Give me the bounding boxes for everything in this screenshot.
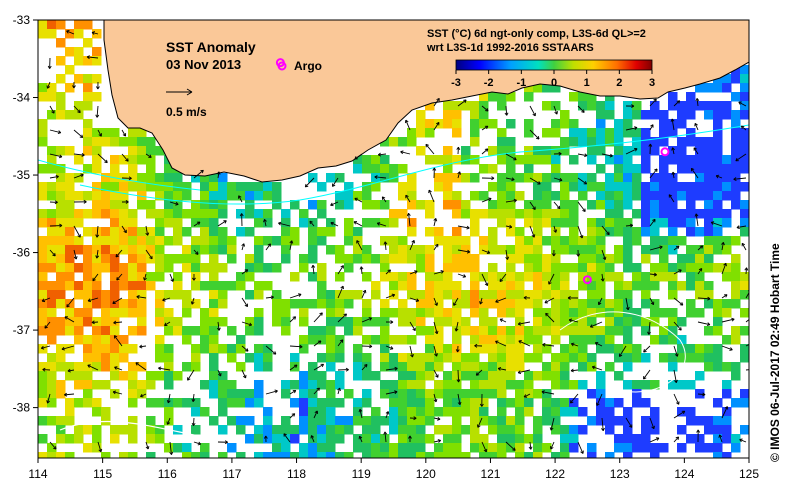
lat-tick-label: -34	[13, 91, 31, 105]
map-date: 03 Nov 2013	[166, 57, 241, 72]
colorbar-tick-label: -2	[484, 77, 494, 89]
lon-tick-label: 125	[739, 467, 759, 481]
lon-tick-label: 114	[28, 467, 47, 481]
lon-tick-label: 116	[158, 467, 177, 481]
colorbar-tick-label: 2	[616, 77, 622, 89]
colorbar-tick-label: -3	[451, 77, 461, 89]
lat-tick-label: -38	[13, 401, 31, 415]
lat-tick-label: -37	[13, 323, 31, 337]
map-title: SST Anomaly	[166, 39, 256, 55]
lat-tick-label: -36	[13, 246, 31, 260]
lon-tick-label: 121	[480, 467, 500, 481]
lat-tick-label: -33	[13, 13, 31, 27]
lon-tick-label: 120	[416, 467, 436, 481]
lon-tick-label: 119	[352, 467, 371, 481]
colorbar-tick-label: -1	[516, 77, 526, 89]
lon-tick-label: 118	[287, 467, 306, 481]
velocity-vectors	[40, 30, 749, 455]
lon-tick-label: 124	[674, 467, 694, 481]
colorbar	[455, 59, 653, 71]
colorbar-ticks: -3 -2 -1 0 1 2 3	[451, 70, 655, 89]
colorbar-tick-label: 1	[584, 77, 590, 89]
product-line-1: SST (°C) 6d ngt-only comp, L3S-6d QL>=2	[427, 28, 646, 40]
product-line-2: wrt L3S-1d 1992-2016 SSTAARS	[426, 42, 594, 54]
lon-tick-label: 117	[222, 467, 241, 481]
lon-tick-label: 123	[610, 467, 630, 481]
argo-float-marker	[660, 147, 670, 157]
lat-tick-label: -35	[13, 168, 31, 182]
argo-legend: Argo	[277, 59, 322, 73]
colorbar-tick-label: 3	[649, 77, 655, 89]
argo-legend-icon	[277, 61, 287, 71]
argo-float-marker	[582, 275, 592, 285]
lon-tick-label: 122	[545, 467, 565, 481]
credit-text: © IMOS 06-Jul-2017 02:49 Hobart Time	[768, 243, 782, 462]
longitude-axis: 114 115 116 117 118 119 120 121 122 123 124 125	[28, 458, 759, 481]
argo-legend-label: Argo	[294, 59, 322, 73]
sst-anomaly-field	[38, 20, 749, 458]
lon-tick-label: 115	[93, 467, 112, 481]
colorbar-tick-label: 0	[551, 77, 557, 89]
current-lines	[38, 124, 749, 441]
plot-frame	[37, 19, 750, 459]
latitude-axis: -33 -34 -35 -36 -37 -38	[13, 13, 38, 415]
vector-scale: 0.5 m/s	[166, 88, 207, 119]
vector-scale-label: 0.5 m/s	[166, 105, 207, 119]
